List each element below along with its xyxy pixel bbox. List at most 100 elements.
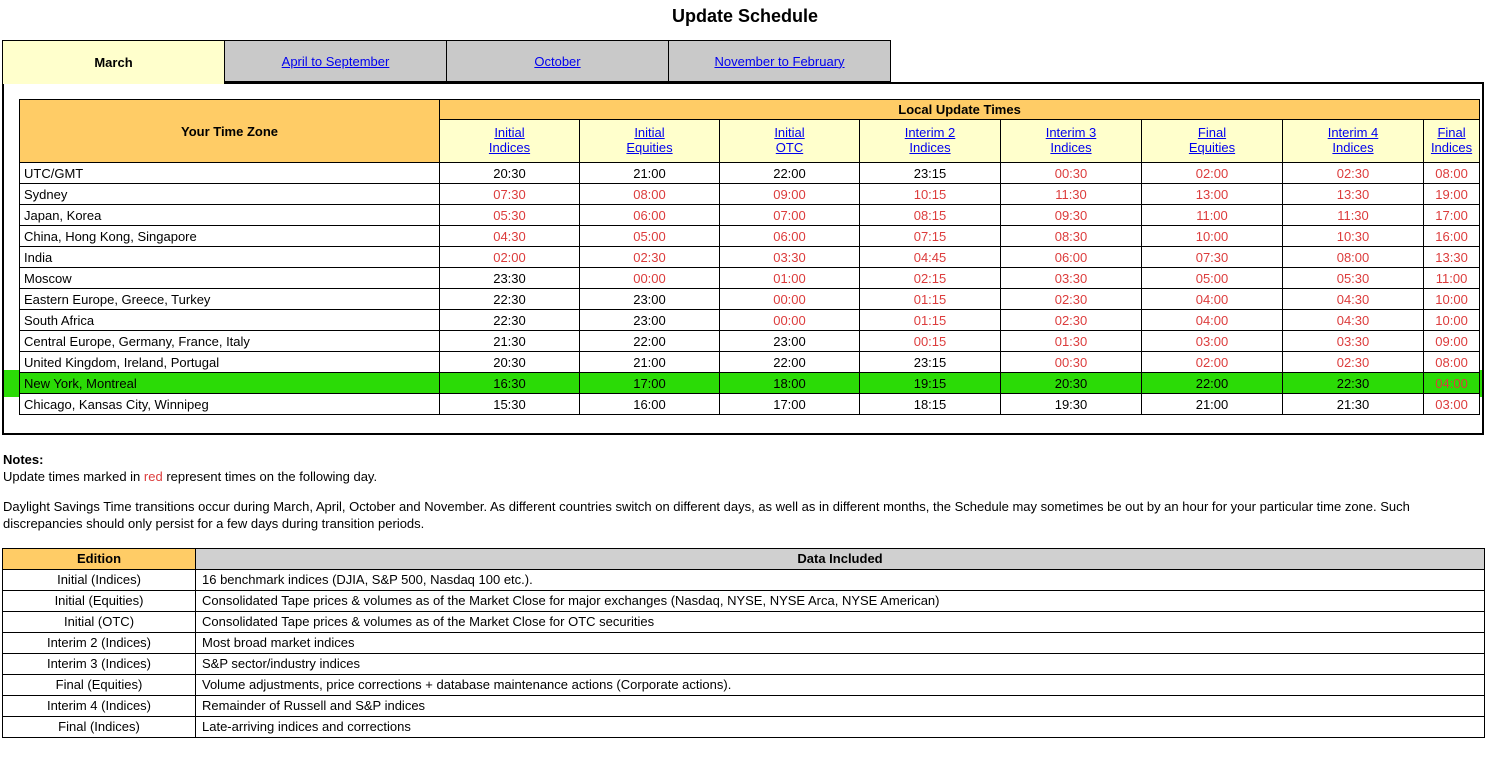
time-cell: 07:00 (719, 204, 860, 226)
time-cell: 00:30 (1000, 162, 1142, 184)
data-included-cell: Remainder of Russell and S&P indices (195, 694, 1485, 717)
time-cell: 05:30 (1282, 267, 1424, 289)
column-header-initial-indices: Initial Indices (439, 119, 580, 163)
edition-row-initial-otc: Initial (OTC) Consolidated Tape prices & … (2, 610, 1485, 633)
time-cell: 02:00 (1141, 351, 1283, 373)
edition-cell: Final (Equities) (2, 673, 196, 696)
time-cell: 22:30 (439, 309, 580, 331)
timezone-label: Eastern Europe, Greece, Turkey (19, 288, 440, 310)
timezone-row-japan-korea: Japan, Korea 05:30 06:00 07:00 08:15 09:30 11:… (19, 204, 1481, 226)
tab-link-november-to-february[interactable]: November to February (714, 53, 845, 69)
edition-row-final-equities: Final (Equities) Volume adjustments, pric… (2, 673, 1485, 696)
data-included-cell: Most broad market indices (195, 631, 1485, 654)
time-cell: 10:30 (1282, 225, 1424, 247)
column-header-link-final-indices[interactable]: Final Indices (1430, 125, 1473, 155)
tab-link-april-to-september[interactable]: April to September (281, 53, 390, 69)
timezone-label: UTC/GMT (19, 162, 440, 184)
tab-november-to-february[interactable]: November to February (668, 40, 891, 82)
edition-cell: Initial (OTC) (2, 610, 196, 633)
data-included-cell: 16 benchmark indices (DJIA, S&P 500, Nas… (195, 568, 1485, 591)
time-cell: 08:00 (579, 183, 720, 205)
notes-red-word: red (143, 468, 163, 484)
tab-link-october[interactable]: October (534, 53, 581, 69)
time-cell: 10:15 (859, 183, 1001, 205)
notes-line1-prefix: Update times marked in (3, 468, 144, 484)
column-header-link-initial-otc[interactable]: Initial OTC (774, 125, 805, 155)
time-cell: 16:30 (439, 372, 580, 394)
timezone-label: South Africa (19, 309, 440, 331)
edition-row-initial-equities: Initial (Equities) Consolidated Tape pric… (2, 589, 1485, 612)
time-cell: 04:30 (439, 225, 580, 247)
data-included-cell: S&P sector/industry indices (195, 652, 1485, 675)
time-cell: 02:30 (1282, 351, 1424, 373)
timezone-row-central-europe-germany-france-italy: Central Europe, Germany, France, Italy 21… (19, 330, 1481, 352)
edition-cell: Interim 3 (Indices) (2, 652, 196, 675)
tab-october[interactable]: October (446, 40, 669, 82)
time-cell: 03:30 (1282, 330, 1424, 352)
timezone-row-new-york-montreal: New York, Montreal 16:30 17:00 18:00 19:15 20… (19, 372, 1481, 394)
timezone-label: Central Europe, Germany, France, Italy (19, 330, 440, 352)
tab-march[interactable]: March (2, 40, 225, 84)
time-cell: 08:30 (1000, 225, 1142, 247)
time-cell: 06:00 (1000, 246, 1142, 268)
time-cell: 09:00 (1422, 330, 1481, 352)
timezone-label: Sydney (19, 183, 440, 205)
column-header-initial-otc: Initial OTC (719, 119, 860, 163)
your-time-zone-header: Your Time Zone (19, 99, 440, 163)
timezone-label: Chicago, Kansas City, Winnipeg (19, 393, 440, 415)
edition-row-final-indices: Final (Indices) Late-arriving indices and… (2, 715, 1485, 738)
time-cell: 04:00 (1422, 372, 1481, 394)
time-cell: 20:30 (439, 351, 580, 373)
time-cell: 09:00 (719, 183, 860, 205)
time-cell: 04:30 (1282, 309, 1424, 331)
timezone-row-sydney: Sydney 07:30 08:00 09:00 10:15 11:30 13:00 13:3… (19, 183, 1481, 205)
column-header-link-initial-indices[interactable]: Initial Indices (488, 125, 531, 155)
column-header-link-final-equities[interactable]: Final Equities (1188, 125, 1236, 155)
time-cell: 08:15 (859, 204, 1001, 226)
time-cell: 01:15 (859, 288, 1001, 310)
time-cell: 22:00 (1141, 372, 1283, 394)
time-cell: 04:30 (1282, 288, 1424, 310)
time-cell: 02:00 (1141, 162, 1283, 184)
time-cell: 23:30 (439, 267, 580, 289)
tab-april-to-september[interactable]: April to September (224, 40, 447, 82)
timezone-row-chicago-kansas-city-winnipeg: Chicago, Kansas City, Winnipeg 15:30 16:00… (19, 393, 1481, 415)
column-header-link-interim-2-indices[interactable]: Interim 2 Indices (904, 125, 956, 155)
time-cell: 10:00 (1422, 309, 1481, 331)
time-cell: 23:00 (579, 309, 720, 331)
column-header-link-interim-3-indices[interactable]: Interim 3 Indices (1045, 125, 1097, 155)
time-cell: 00:00 (579, 267, 720, 289)
time-cell: 22:30 (439, 288, 580, 310)
column-header-link-initial-equities[interactable]: Initial Equities (626, 125, 673, 155)
column-header-link-interim-4-indices[interactable]: Interim 4 Indices (1327, 125, 1379, 155)
time-cell: 04:00 (1141, 309, 1283, 331)
schedule-table-body: UTC/GMT 20:30 21:00 22:00 23:15 00:30 02:00 02:… (19, 162, 1481, 415)
time-cell: 03:00 (1422, 393, 1481, 415)
column-header-final-indices: Final Indices (1422, 119, 1481, 163)
group-header-row: Your Time Zone Local Update Times (19, 99, 1481, 163)
time-cell: 16:00 (579, 393, 720, 415)
time-cell: 17:00 (719, 393, 860, 415)
time-cell: 16:00 (1422, 225, 1481, 247)
local-update-times-header: Local Update Times (438, 99, 1481, 120)
time-cell: 08:00 (1282, 246, 1424, 268)
timezone-row-utc-gmt: UTC/GMT 20:30 21:00 22:00 23:15 00:30 02:00 02:… (19, 162, 1481, 184)
time-cell: 22:00 (719, 162, 860, 184)
edition-table-body: Initial (Indices) 16 benchmark indices (D… (2, 568, 1485, 738)
edition-row-interim-2-indices: Interim 2 (Indices) Most broad market ind… (2, 631, 1485, 654)
timezone-label: New York, Montreal (19, 372, 440, 394)
time-cell: 10:00 (1422, 288, 1481, 310)
column-header-row: Initial Indices Initial Equities Initial O… (20, 119, 1481, 163)
time-cell: 21:30 (439, 330, 580, 352)
data-included-cell: Late-arriving indices and corrections (195, 715, 1485, 738)
time-cell: 07:15 (859, 225, 1001, 247)
time-cell: 13:30 (1282, 183, 1424, 205)
notes-red-line: Update times marked in red represent tim… (3, 469, 1486, 486)
timezone-label: India (19, 246, 440, 268)
time-cell: 01:00 (719, 267, 860, 289)
time-cell: 02:30 (1282, 162, 1424, 184)
edition-cell: Final (Indices) (2, 715, 196, 738)
data-included-cell: Consolidated Tape prices & volumes as of… (195, 589, 1485, 612)
time-cell: 13:30 (1422, 246, 1481, 268)
time-cell: 02:15 (859, 267, 1001, 289)
